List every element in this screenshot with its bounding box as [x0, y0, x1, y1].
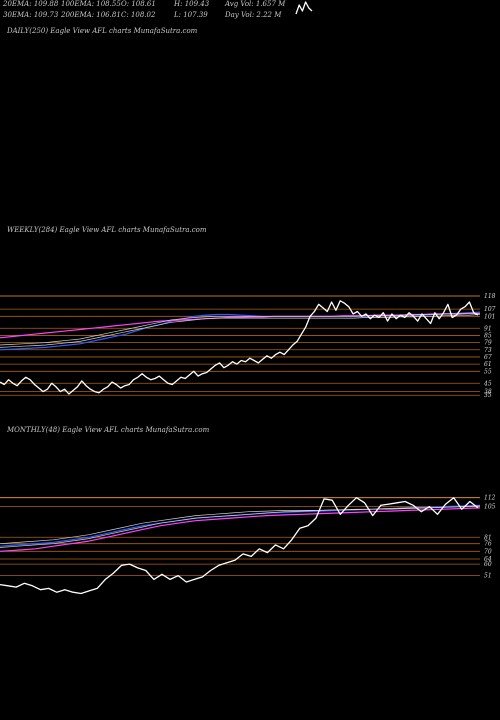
monthly-ema-line-3 — [0, 505, 481, 545]
weekly-tick-label: 61 — [484, 361, 492, 368]
monthly-tick-label: 70 — [484, 548, 492, 555]
weekly-tick-label: 118 — [484, 293, 496, 300]
monthly-price-line — [0, 497, 479, 595]
monthly-tick-label: 81 — [484, 534, 492, 541]
ema30-value: 30EMA: 109.73 — [3, 11, 59, 19]
close-value: C: 108.02 — [121, 11, 156, 19]
weekly-ema-line-3 — [0, 314, 481, 348]
monthly-tick-label: 105 — [484, 504, 496, 511]
monthly-ema-line-2 — [0, 507, 481, 552]
weekly-tick-label: 91 — [484, 325, 492, 332]
monthly-tick-label: 64 — [484, 556, 492, 563]
daily-chart-title: DAILY(250) Eagle View AFL charts MunafaS… — [7, 27, 198, 35]
daily-chart — [295, 1, 313, 15]
monthly-tick-label: 51 — [484, 573, 492, 580]
weekly-tick-label: 85 — [484, 332, 492, 339]
open-value: O: 108.61 — [121, 0, 156, 8]
low-value: L: 107.39 — [174, 11, 208, 19]
monthly-chart-title: MONTHLY(48) Eagle View AFL charts Munafa… — [7, 426, 210, 434]
avg-vol-value: Avg Vol: 1.657 M — [225, 0, 286, 8]
day-vol-value: Day Vol: 2.22 M — [225, 11, 282, 19]
weekly-tick-label: 38 — [484, 389, 492, 396]
weekly-tick-label: 101 — [484, 313, 495, 320]
ema200-value: 200EMA: 106.81 — [61, 11, 121, 19]
weekly-tick-label: 79 — [484, 340, 492, 347]
monthly-tick-label: 112 — [484, 495, 496, 502]
weekly-price-line — [0, 300, 479, 395]
weekly-tick-label: 55 — [484, 368, 492, 375]
weekly-tick-label: 107 — [484, 306, 496, 313]
daily-price-line — [295, 1, 313, 15]
weekly-chart-title: WEEKLY(284) Eagle View AFL charts Munafa… — [7, 226, 207, 234]
weekly-tick-label: 35 — [484, 392, 492, 399]
monthly-ema-line-4 — [0, 505, 481, 548]
ema100-value: 100EMA: 108.55 — [61, 0, 121, 8]
weekly-tick-label: 73 — [484, 347, 492, 354]
weekly-tick-label: 45 — [483, 380, 492, 387]
ema20-value: 20EMA: 109.88 — [3, 0, 59, 8]
monthly-tick-label: 76 — [484, 541, 492, 548]
monthly-tick-label: 60 — [484, 561, 492, 568]
weekly-tick-label: 67 — [484, 354, 492, 361]
high-value: H: 109.43 — [174, 0, 210, 8]
monthly-ema-line-1 — [0, 504, 481, 547]
